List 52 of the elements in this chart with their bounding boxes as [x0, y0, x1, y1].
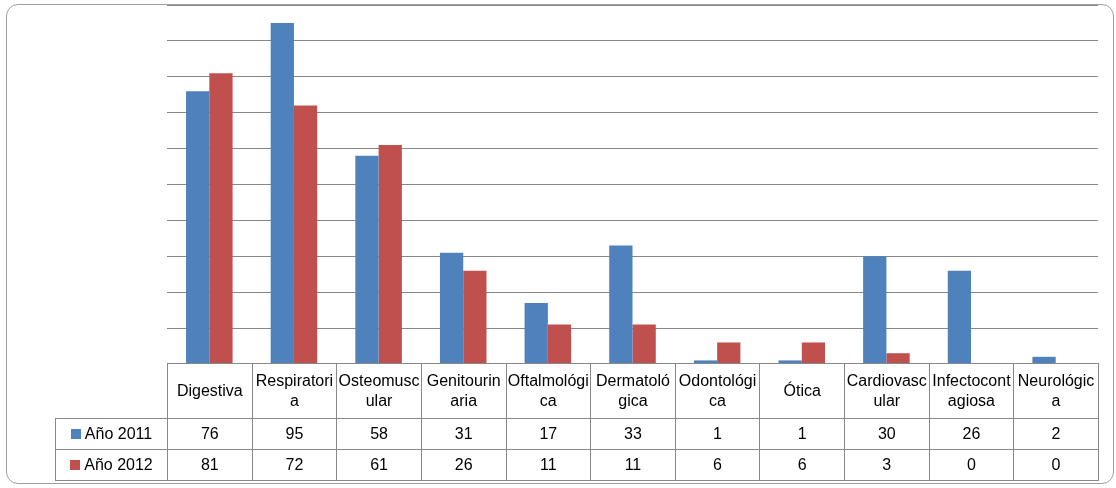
data-label: 33 [590, 418, 676, 450]
x-tick-label: Neurológica [1013, 363, 1099, 419]
data-label: 26 [421, 449, 506, 481]
bar [378, 145, 402, 364]
data-label: 6 [759, 449, 845, 481]
x-tick-label: Cardiovascular [844, 363, 930, 419]
bar [439, 252, 464, 364]
data-label: 6 [675, 449, 760, 481]
x-tick-label: Osteomuscular [336, 363, 422, 419]
bar [609, 245, 633, 364]
x-tick-label: Infectocontagiosa [929, 363, 1014, 419]
bar [186, 91, 210, 364]
x-tick-label: Odontológica [675, 363, 760, 419]
bar [524, 302, 548, 364]
legend-label: Año 2011 [55, 418, 168, 450]
data-label: 0 [929, 449, 1014, 481]
data-label: 95 [252, 418, 337, 450]
bar [270, 22, 294, 364]
bar [632, 324, 656, 364]
x-tick-label: Digestiva [167, 363, 253, 419]
data-label: 11 [590, 449, 676, 481]
bar [947, 270, 972, 364]
bar [801, 342, 826, 364]
data-label: 26 [929, 418, 1014, 450]
bar [355, 155, 379, 364]
data-label: 76 [167, 418, 253, 450]
bar [886, 353, 910, 364]
data-label: 30 [844, 418, 930, 450]
data-label: 3 [844, 449, 930, 481]
bar [863, 256, 887, 364]
data-label: 61 [336, 449, 422, 481]
bar [293, 105, 318, 364]
x-tick-label: Respiratoria [252, 363, 337, 419]
x-tick-label: Ótica [759, 363, 845, 419]
data-label: 11 [506, 449, 591, 481]
x-tick-label: Dermatológica [590, 363, 676, 419]
data-label: 1 [759, 418, 845, 450]
bar [547, 324, 572, 364]
data-label: 2 [1013, 418, 1099, 450]
x-tick-label: Genitourinaria [421, 363, 506, 419]
bar [463, 270, 487, 364]
bar [717, 342, 741, 364]
data-label: 0 [1013, 449, 1099, 481]
legend-label: Año 2012 [55, 449, 168, 481]
data-label: 31 [421, 418, 506, 450]
data-label: 58 [336, 418, 422, 450]
data-label: 81 [167, 449, 253, 481]
data-label: 1 [675, 418, 760, 450]
x-tick-label: Oftalmológica [506, 363, 591, 419]
data-label: 72 [252, 449, 337, 481]
data-label: 17 [506, 418, 591, 450]
bar [209, 73, 233, 364]
